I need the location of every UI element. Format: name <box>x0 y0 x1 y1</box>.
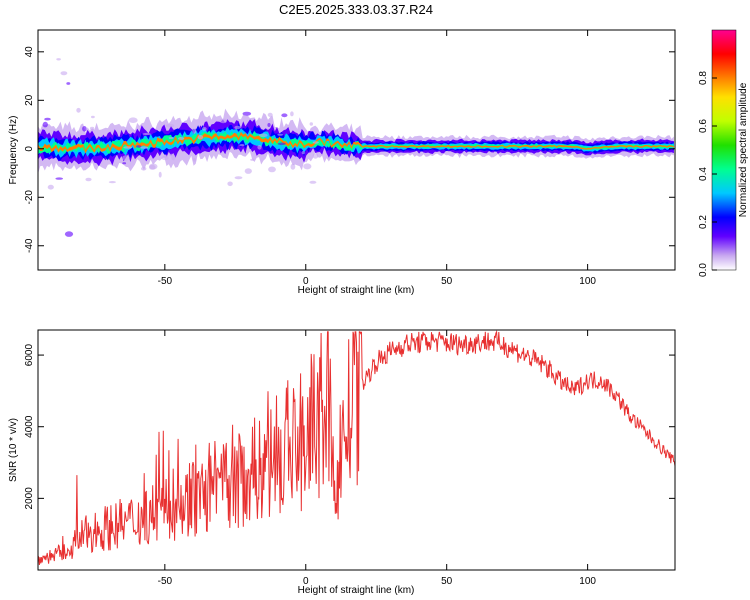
spectrogram-noise-blob <box>268 166 276 173</box>
spectrogram-noise-blob <box>122 155 130 161</box>
spectrogram-noise-blob <box>192 128 197 134</box>
spectrogram-noise-blob <box>227 181 233 187</box>
spectrogram-y-tick-label: -40 <box>24 238 35 253</box>
spectrogram-marks <box>38 58 674 237</box>
colorbar: 0.0 0.2 0.4 0.6 0.8 Normalized spectral ampl… <box>698 29 749 277</box>
spectrogram-noise-blob <box>177 137 185 140</box>
spectrogram-noise-blob <box>250 158 255 161</box>
spectrogram-noise-blob <box>123 146 132 149</box>
snr-y-tick-label: 6000 <box>24 344 35 367</box>
spectrogram-noise-blob <box>140 146 149 149</box>
snr-series-line <box>38 330 675 566</box>
spectrogram-x-ticks: -50 0 50 100 <box>158 30 596 287</box>
spectrogram-noise-blob <box>66 82 71 85</box>
spectrogram-noise-blob <box>234 125 241 130</box>
spectrogram-y-tick-label: -20 <box>24 190 35 205</box>
spectrogram-x-label: Height of straight line (km) <box>298 285 415 296</box>
spectrogram-noise-blob <box>108 181 116 184</box>
spectrogram-x-tick-label: 100 <box>579 276 596 287</box>
spectrogram-noise-blob <box>290 111 294 117</box>
snr-x-tick-label: 100 <box>579 576 596 587</box>
colorbar-tick-label: 0.8 <box>698 71 709 85</box>
spectrogram-panel: -50 0 50 100 -40 -20 0 20 40 Height of straight… <box>8 29 676 296</box>
spectrogram-noise-blob <box>55 177 63 180</box>
spectrogram-noise-blob <box>136 145 142 148</box>
spectrogram-noise-blob <box>141 166 147 171</box>
spectrogram-noise-blob <box>56 58 61 61</box>
spectrogram-noise-blob <box>142 132 151 136</box>
spectrogram-noise-blob <box>290 163 296 170</box>
spectrogram-noise-blob <box>85 177 92 182</box>
spectrogram-noise-blob <box>42 121 48 128</box>
snr-panel: -50 0 50 100 2000 4000 6000 Height of straigh… <box>8 329 676 596</box>
spectrogram-noise-blob <box>281 113 288 118</box>
spectrogram-noise-blob <box>303 163 312 170</box>
spectrogram-noise-blob <box>60 71 68 76</box>
spectrogram-noise-blob <box>197 135 204 140</box>
spectrogram-noise-blob <box>301 151 305 155</box>
spectrogram-noise-blob <box>161 155 169 161</box>
spectrogram-noise-blob <box>219 118 228 124</box>
spectrogram-noise-blob <box>201 126 207 131</box>
spectrogram-noise-blob <box>277 133 284 136</box>
snr-y-tick-label: 4000 <box>24 415 35 438</box>
snr-y-tick-label: 2000 <box>24 487 35 510</box>
spectrogram-x-tick-label: -50 <box>158 276 173 287</box>
spectrogram-y-tick-label: 0 <box>24 146 35 152</box>
spectrogram-noise-blob <box>192 158 197 162</box>
spectrogram-noise-blob <box>267 123 271 127</box>
spectrogram-x-tick-label: 0 <box>303 276 309 287</box>
spectrogram-noise-blob <box>128 117 138 123</box>
spectrogram-noise-blob <box>242 111 252 116</box>
colorbar-gradient <box>711 29 737 271</box>
colorbar-ticks: 0.0 0.2 0.4 0.6 0.8 <box>698 71 717 277</box>
colorbar-tick-label: 0.0 <box>698 263 709 277</box>
spectrogram-band-layer <box>38 131 674 154</box>
spectrogram-y-tick-label: 40 <box>24 46 35 58</box>
spectrogram-noise-blob <box>82 126 87 132</box>
spectrogram-noise-blob <box>91 115 95 119</box>
spectrogram-noise-blob <box>259 133 268 138</box>
figure-title: C2E5.2025.333.03.37.R24 <box>279 2 433 17</box>
spectrogram-noise-blob <box>267 112 273 117</box>
colorbar-label: Normalized spectral amplitude <box>738 82 749 217</box>
snr-y-ticks: 2000 4000 6000 <box>24 344 675 510</box>
spectrogram-noise-blob <box>239 144 245 147</box>
spectrogram-x-tick-label: 50 <box>441 276 453 287</box>
snr-y-label: SNR (10 * v/v) <box>8 418 19 482</box>
colorbar-tick-label: 0.6 <box>698 119 709 133</box>
spectrogram-noise-blob <box>169 153 174 157</box>
spectrogram-noise-blob <box>244 168 252 174</box>
snr-x-tick-label: 50 <box>441 576 453 587</box>
spectrogram-noise-blob <box>309 122 313 126</box>
colorbar-tick-label: 0.2 <box>698 215 709 229</box>
snr-x-label: Height of straight line (km) <box>298 585 415 596</box>
spectrogram-noise-blob <box>168 137 174 139</box>
spectrogram-noise-blob <box>47 184 54 190</box>
spectrogram-noise-blob <box>277 142 286 146</box>
spectrogram-noise-blob <box>312 153 319 159</box>
snr-x-ticks: -50 0 50 100 <box>158 330 596 587</box>
spectrogram-y-ticks: -40 -20 0 20 40 <box>24 46 675 253</box>
spectrogram-noise-blob <box>122 162 127 165</box>
spectrogram-y-label: Frequency (Hz) <box>8 116 19 185</box>
spectrogram-y-tick-label: 20 <box>24 94 35 106</box>
spectrogram-noise-blob <box>257 145 262 150</box>
spectrogram-noise-blob <box>165 123 175 128</box>
spectrogram-noise-blob <box>312 141 319 144</box>
spectrogram-noise-blob <box>64 231 74 237</box>
spectrogram-noise-blob <box>44 117 51 121</box>
colorbar-tick-label: 0.4 <box>698 167 709 181</box>
spectrogram-noise-blob <box>149 164 156 170</box>
spectrogram-noise-blob <box>158 171 162 178</box>
snr-x-tick-label: 0 <box>303 576 309 587</box>
spectrogram-noise-blob <box>309 180 317 184</box>
snr-frame <box>37 329 676 571</box>
spectrogram-noise-blob <box>76 107 81 113</box>
spectrogram-frame <box>37 29 676 271</box>
snr-x-tick-label: -50 <box>158 576 173 587</box>
spectrogram-noise-blob <box>89 126 95 131</box>
spectrogram-noise-blob <box>234 176 243 180</box>
